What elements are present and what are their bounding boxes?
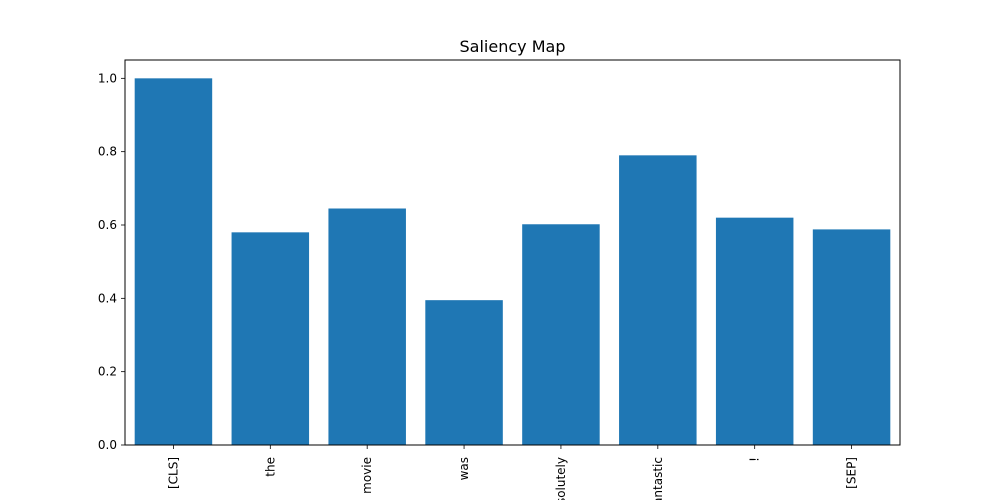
y-tick-label: 0.8 bbox=[98, 145, 117, 159]
plot-area: 0.0 0.2 0.4 0.6 0.8 1.0 [CLS] the movie was absol… bbox=[98, 59, 901, 500]
bar-6 bbox=[715, 217, 794, 445]
x-tick-label: movie bbox=[360, 457, 374, 494]
x-tick-label: was bbox=[457, 457, 471, 480]
y-tick-label: 0.2 bbox=[98, 365, 117, 379]
y-tick-label: 0.0 bbox=[98, 438, 117, 452]
x-tick-label: [CLS] bbox=[166, 457, 180, 489]
bar-0 bbox=[134, 78, 213, 445]
y-axis-ticks: 0.0 0.2 0.4 0.6 0.8 1.0 bbox=[98, 71, 125, 452]
axes-frame bbox=[124, 59, 901, 446]
x-tick-label: the bbox=[263, 457, 277, 477]
y-tick-label: 1.0 bbox=[98, 71, 117, 85]
x-tick-label: ! bbox=[748, 457, 762, 462]
bar-7 bbox=[812, 229, 891, 445]
x-tick-label: fantastic bbox=[651, 457, 665, 500]
chart-title: Saliency Map bbox=[460, 37, 566, 56]
bar-3 bbox=[425, 300, 503, 445]
y-tick-label: 0.6 bbox=[98, 218, 117, 232]
x-tick-label: absolutely bbox=[554, 457, 568, 500]
bar-2 bbox=[328, 208, 406, 445]
x-tick-label: [SEP] bbox=[845, 457, 859, 489]
bars-group bbox=[134, 78, 891, 446]
bar-5 bbox=[619, 155, 697, 446]
bar-4 bbox=[522, 224, 600, 445]
y-tick-label: 0.4 bbox=[98, 291, 117, 305]
bar-1 bbox=[231, 232, 310, 445]
x-axis-ticks: [CLS] the movie was absolutely fantastic! [SEP… bbox=[166, 445, 859, 500]
